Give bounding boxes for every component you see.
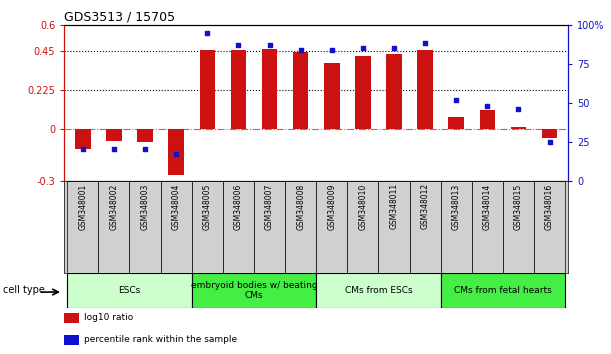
Text: percentile rank within the sample: percentile rank within the sample (84, 335, 238, 344)
Bar (67, 273, 192, 308)
Bar (355, 56, 371, 129)
Bar (503, 181, 534, 273)
Bar (324, 63, 340, 129)
Point (514, 106, 524, 112)
Text: GSM348010: GSM348010 (359, 183, 367, 229)
Text: GSM348016: GSM348016 (545, 183, 554, 229)
Bar (161, 181, 192, 273)
Bar (64, 335, 79, 345)
Point (265, 42, 274, 48)
Bar (200, 50, 215, 129)
Bar (386, 54, 402, 129)
Point (483, 103, 492, 109)
Text: GDS3513 / 15705: GDS3513 / 15705 (64, 11, 175, 24)
Bar (130, 181, 161, 273)
Point (171, 151, 181, 157)
Bar (409, 181, 441, 273)
Text: GSM348002: GSM348002 (109, 183, 119, 229)
Text: GSM348006: GSM348006 (234, 183, 243, 230)
Text: GSM348011: GSM348011 (389, 183, 398, 229)
Text: GSM348003: GSM348003 (141, 183, 150, 230)
Text: GSM348014: GSM348014 (483, 183, 492, 229)
Point (327, 47, 337, 52)
Point (296, 47, 306, 52)
Text: embryoid bodies w/ beating
CMs: embryoid bodies w/ beating CMs (191, 281, 317, 300)
Text: CMs from ESCs: CMs from ESCs (345, 286, 412, 295)
Bar (285, 181, 316, 273)
Text: ESCs: ESCs (119, 286, 141, 295)
Text: GSM348001: GSM348001 (78, 183, 87, 229)
Point (202, 30, 212, 35)
Bar (75, 129, 90, 149)
Bar (262, 49, 277, 129)
Text: CMs from fetal hearts: CMs from fetal hearts (454, 286, 552, 295)
Text: GSM348004: GSM348004 (172, 183, 181, 230)
Point (78, 147, 88, 152)
Bar (106, 129, 122, 141)
Bar (441, 181, 472, 273)
Text: GSM348009: GSM348009 (327, 183, 336, 230)
Bar (192, 181, 223, 273)
Point (389, 45, 399, 51)
Bar (511, 127, 526, 129)
Bar (347, 181, 378, 273)
Point (358, 45, 368, 51)
Text: GSM348013: GSM348013 (452, 183, 461, 229)
Bar (98, 181, 130, 273)
Bar (293, 52, 309, 129)
Bar (316, 181, 347, 273)
Bar (448, 118, 464, 129)
Text: GSM348005: GSM348005 (203, 183, 212, 230)
Bar (441, 273, 565, 308)
Bar (67, 181, 98, 273)
Point (109, 147, 119, 152)
Bar (316, 273, 441, 308)
Bar (64, 313, 79, 323)
Bar (137, 129, 153, 142)
Text: GSM348007: GSM348007 (265, 183, 274, 230)
Point (233, 42, 243, 48)
Point (420, 41, 430, 46)
Bar (192, 273, 316, 308)
Bar (534, 181, 565, 273)
Bar (480, 110, 495, 129)
Bar (472, 181, 503, 273)
Bar (169, 129, 184, 175)
Text: GSM348015: GSM348015 (514, 183, 523, 229)
Point (452, 97, 461, 102)
Bar (542, 129, 557, 138)
Text: cell type: cell type (3, 285, 45, 295)
Text: log10 ratio: log10 ratio (84, 313, 134, 322)
Bar (417, 50, 433, 129)
Bar (254, 181, 285, 273)
Text: GSM348008: GSM348008 (296, 183, 305, 229)
Point (544, 139, 554, 144)
Text: GSM348012: GSM348012 (420, 183, 430, 229)
Bar (223, 181, 254, 273)
Bar (378, 181, 409, 273)
Point (140, 147, 150, 152)
Bar (230, 50, 246, 129)
